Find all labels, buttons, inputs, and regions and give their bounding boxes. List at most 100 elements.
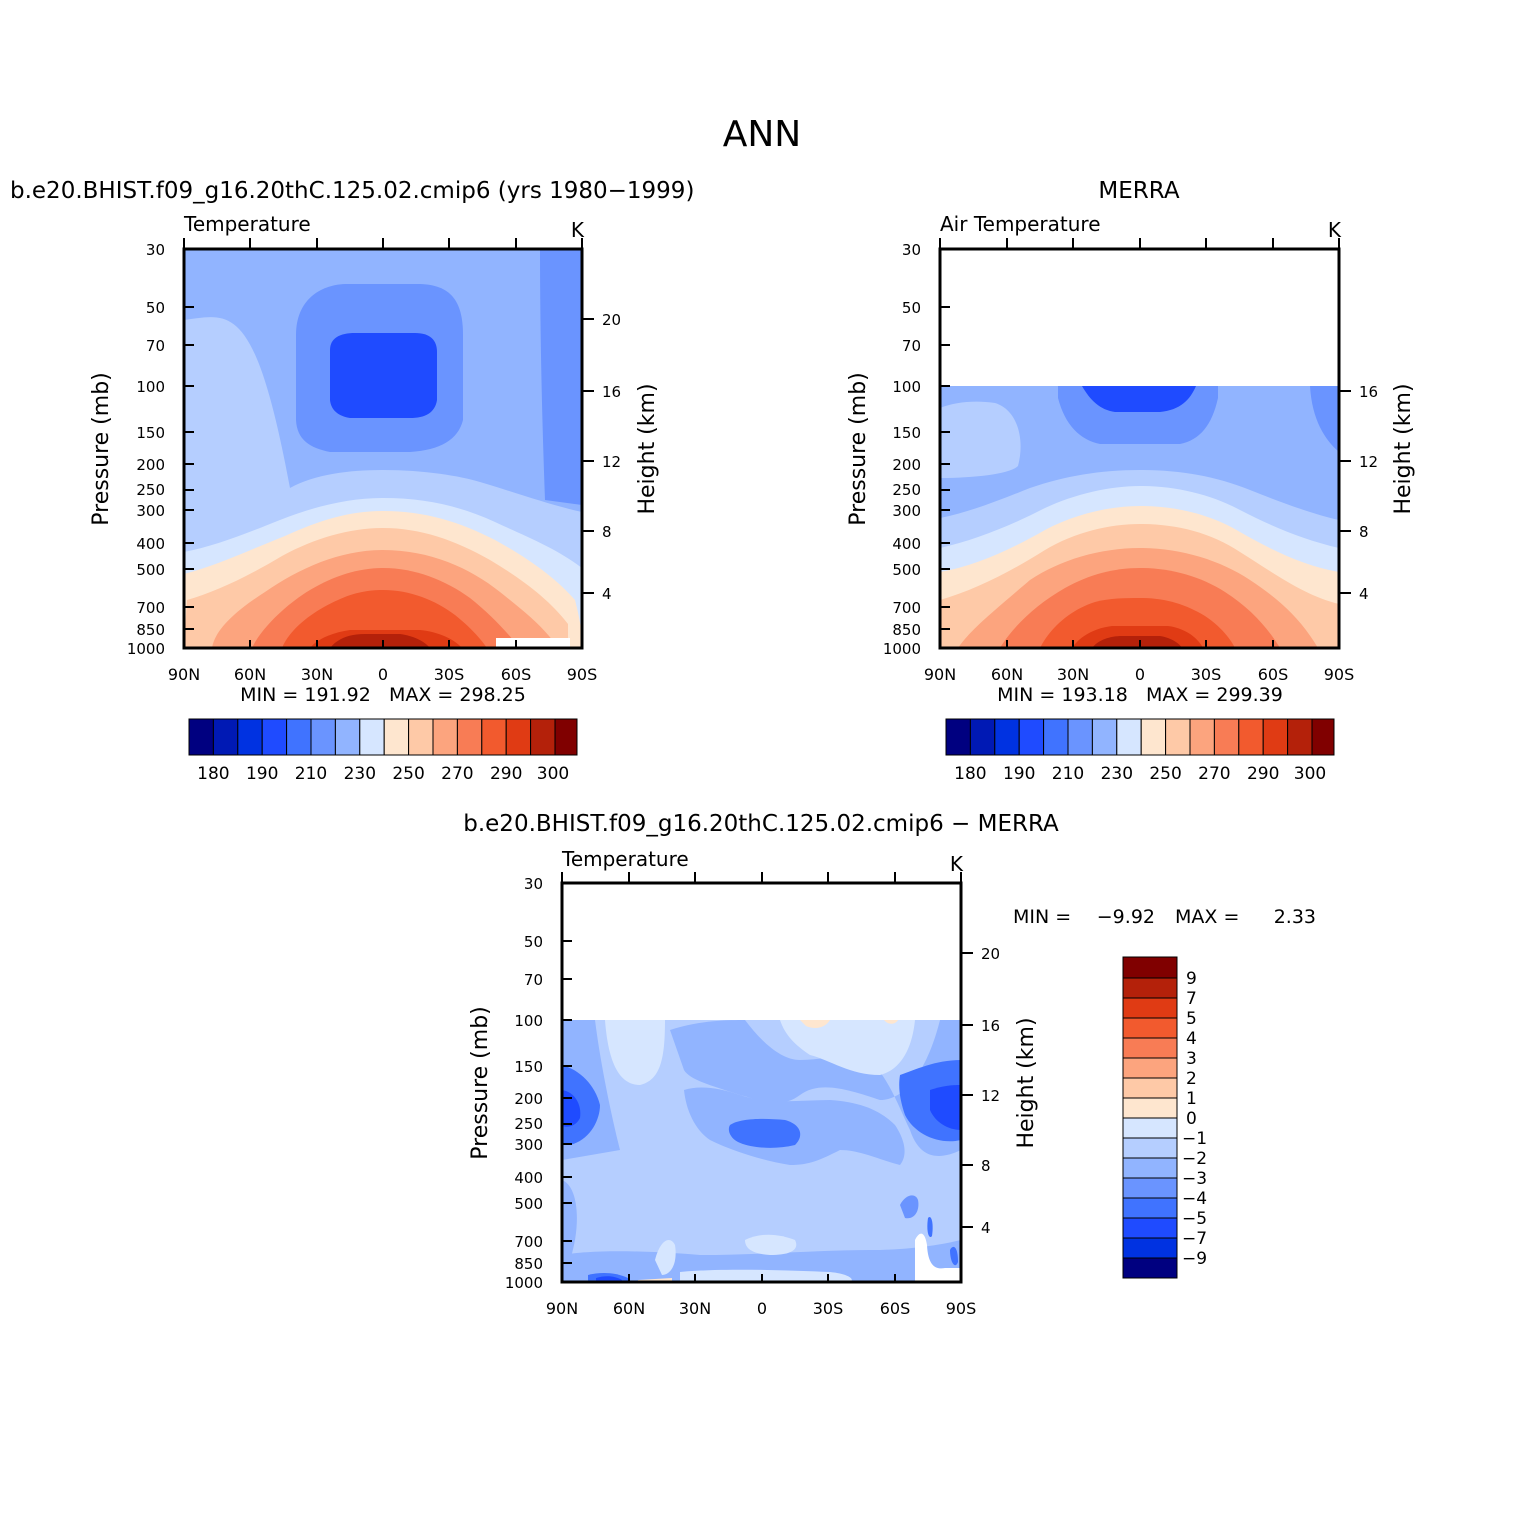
y-tick-label: 50: [146, 299, 165, 317]
colorbar-swatch: [1122, 1157, 1178, 1179]
colorbar-label: −1: [1182, 1129, 1207, 1149]
colorbar-swatch: [1122, 1117, 1178, 1139]
variable-label: Temperature: [561, 847, 689, 871]
y-tick-label: 70: [524, 971, 543, 989]
colorbar-label: 250: [1149, 764, 1181, 784]
colorbar-swatch: [1122, 1177, 1178, 1199]
x-tick-label: 90N: [168, 665, 200, 684]
units-label: K: [571, 218, 585, 242]
colorbar-label: −7: [1182, 1229, 1207, 1249]
missing-data-patch: [496, 638, 570, 648]
y-axis-height: 20 16 12 8 4 Height (km): [961, 945, 1039, 1237]
y-tick-label: 300: [514, 1136, 543, 1154]
panel-obs: MERRA Air Temperature K: [846, 178, 1416, 784]
colorbar-swatch: [1122, 1077, 1178, 1099]
colorbar-swatch: [1140, 718, 1167, 756]
colorbar-swatch: [1122, 1097, 1178, 1119]
panel-model: b.e20.BHIST.f09_g16.20thC.125.02.cmip6 (…: [10, 178, 694, 784]
y-tick-label: 50: [524, 933, 543, 951]
y-axis-height: 20 16 12 8 4 Height (km): [582, 311, 660, 603]
y2-tick-label: 4: [602, 585, 612, 603]
x-axis: 90N 60N 30N 0 30S 60S 90S: [168, 238, 597, 684]
x-tick-label: 60S: [1258, 665, 1289, 684]
y-tick-label: 1000: [883, 640, 921, 658]
contour-band: [670, 1020, 961, 1156]
colorbar-label: 1: [1186, 1089, 1197, 1109]
colorbar-label: 210: [295, 764, 327, 784]
colorbar-label: −9: [1182, 1249, 1207, 1269]
colorbar-swatch: [359, 718, 385, 756]
y-tick-label: 70: [146, 337, 165, 355]
contour-band: [745, 1234, 797, 1255]
y-axis-height: 16 12 8 4 Height (km): [1339, 383, 1416, 603]
x-tick-label: 60N: [991, 665, 1023, 684]
x-tick-label: 60S: [501, 665, 532, 684]
contour-field: [940, 386, 1339, 648]
y-tick-label: 1000: [505, 1274, 543, 1292]
colorbar-swatch: [1165, 718, 1191, 756]
variable-label: Air Temperature: [940, 212, 1101, 236]
colorbar-swatch: [1238, 718, 1264, 756]
colorbar-label: 0: [1186, 1109, 1197, 1129]
contour-band: [900, 1195, 919, 1219]
x-tick-label: 60N: [613, 1299, 645, 1318]
colorbar-swatch: [1311, 718, 1335, 756]
colorbar-label: 9: [1186, 969, 1197, 989]
colorbar-swatch: [1122, 1137, 1178, 1159]
max-value: 2.33: [1274, 906, 1316, 928]
colorbar-swatch: [383, 718, 410, 756]
y-axis-pressure: 30 50 70 100 150 200 250 300 400 500 700…: [89, 241, 194, 658]
colorbar-label: 230: [1101, 764, 1133, 784]
colorbar-swatch: [994, 718, 1020, 756]
colorbar-label: −4: [1182, 1189, 1207, 1209]
y-tick-label: 30: [902, 241, 921, 259]
colorbar-swatch: [310, 718, 336, 756]
contour-band: [1092, 636, 1182, 648]
y-tick-label: 500: [136, 561, 165, 579]
y-tick-label: 150: [892, 424, 921, 442]
contour-band: [930, 1085, 961, 1130]
panel-header: MERRA: [1098, 178, 1179, 204]
contour-band: [562, 1090, 581, 1127]
contour-field: [562, 1020, 961, 1282]
colorbar-label: 180: [954, 764, 986, 784]
y-axis-pressure: 30 50 70 100 150 200 250 300 400 500 700…: [846, 241, 950, 658]
units-label: K: [1328, 218, 1342, 242]
x-tick-label: 30S: [434, 665, 465, 684]
y2-tick-label: 12: [602, 453, 621, 471]
min-max-label: MIN = 193.18 MAX = 299.39: [997, 684, 1283, 706]
colorbar-label: 2: [1186, 1069, 1197, 1089]
y-tick-label: 50: [902, 299, 921, 317]
y-axis-label: Pressure (mb): [468, 1006, 493, 1160]
y-tick-label: 700: [514, 1233, 543, 1251]
x-tick-label: 0: [378, 665, 388, 684]
x-tick-label: 30N: [301, 665, 333, 684]
x-tick-label: 90N: [924, 665, 956, 684]
y2-tick-label: 20: [602, 311, 621, 329]
y-tick-label: 30: [146, 241, 165, 259]
y-tick-label: 100: [892, 378, 921, 396]
colorbar-label: 300: [537, 764, 569, 784]
y-tick-label: 200: [514, 1090, 543, 1108]
colorbar-swatch: [1122, 1257, 1178, 1279]
x-tick-label: 60N: [234, 665, 266, 684]
y2-tick-label: 20: [981, 945, 1000, 963]
y-tick-label: 30: [524, 875, 543, 893]
y-tick-label: 150: [514, 1058, 543, 1076]
y-tick-label: 700: [136, 599, 165, 617]
contour-band: [540, 249, 582, 505]
min-label: MIN =: [1013, 906, 1071, 928]
contour-band: [940, 386, 1021, 478]
colorbar-swatch: [1043, 718, 1069, 756]
colorbar-label: 270: [441, 764, 473, 784]
y-tick-label: 250: [136, 481, 165, 499]
colorbar-swatch: [969, 718, 996, 756]
colorbar-label: 7: [1186, 989, 1197, 1009]
colorbar-swatch: [1122, 1197, 1178, 1219]
contour-band: [780, 1020, 915, 1075]
y2-tick-label: 16: [1359, 383, 1378, 401]
x-tick-label: 0: [1135, 665, 1145, 684]
colorbar-label: 300: [1294, 764, 1326, 784]
x-tick-label: 90N: [546, 1299, 578, 1318]
colorbar-swatch: [1262, 718, 1289, 756]
